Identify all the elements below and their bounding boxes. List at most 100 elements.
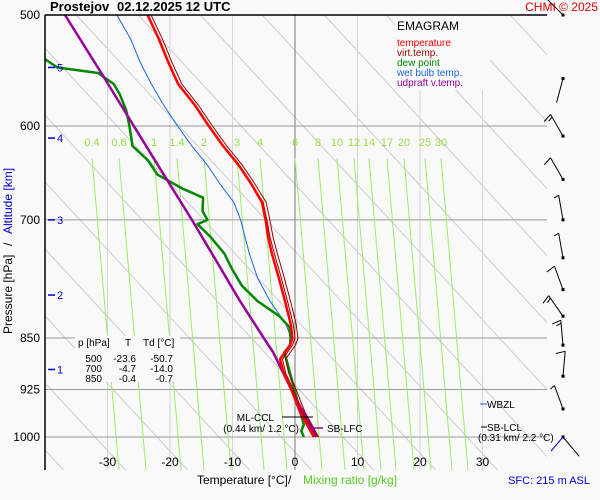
table-cell-p: 700: [85, 364, 102, 375]
x-axis-label-mixing: Mixing ratio [g/kg]: [303, 473, 397, 487]
copyright: CHMI © 2025: [525, 0, 598, 14]
table-row: 850 -0.4 -0.7: [85, 374, 173, 385]
altitude-tick-label: 4: [57, 133, 63, 145]
wind-barb-staff: [547, 0, 564, 16]
wind-barb-half-flag: [553, 194, 559, 199]
table-cell-t: -0.4: [119, 374, 137, 385]
x-axis-label-separator: /: [288, 473, 292, 487]
mixing-ratio-line: [336, 157, 365, 470]
wind-barb-flag: [555, 350, 566, 355]
wind-barb: [542, 295, 565, 318]
y-tick-label-850: 850: [20, 331, 40, 345]
sb-lfc-label: SB-LFC: [327, 424, 363, 435]
sb-lcl-detail: (0.31 km/ 2.2 °C): [478, 433, 554, 444]
mixing-ratio-line: [440, 157, 469, 470]
wind-barb: [543, 157, 565, 181]
wind-barb-half-flag: [550, 385, 555, 390]
wind-barb: [551, 319, 565, 347]
wind-barb: [553, 194, 565, 222]
dry-adiabat: [45, 114, 375, 470]
y-tick-label-600: 600: [20, 119, 40, 133]
mixing-ratio-line: [236, 157, 265, 470]
mixing-ratio-line: [294, 157, 323, 470]
y-tick-label-925: 925: [20, 383, 40, 397]
mixing-ratio-label: 8: [315, 137, 321, 149]
wind-barb: [546, 265, 565, 292]
mixing-ratio-line: [176, 157, 205, 470]
mixing-ratio-line: [424, 157, 453, 470]
wind-barb: [556, 77, 565, 103]
dry-adiabat: [261, 15, 547, 324]
mixing-ratio-line: [91, 157, 120, 470]
wind-barb-staff: [553, 385, 564, 410]
level-table: p [hPa] T Td [°C] 500 -23.6 -50.7 700 -4…: [75, 336, 180, 385]
legend-background: [395, 16, 490, 90]
y-axis-label: Pressure [hPa] / Altitude [km]: [1, 168, 15, 334]
table-cell-td: -50.7: [150, 354, 173, 365]
mixing-ratio-label: 30: [435, 137, 447, 149]
table-cell-td: -0.7: [156, 374, 174, 385]
mixing-ratio-line: [403, 157, 432, 470]
table-header-t: T: [125, 338, 131, 349]
annotations: ML-CCL (0.44 km/ 1.2 °C) SB-LFC WBZL SB-…: [223, 400, 553, 444]
wind-barb-half-flag: [547, 297, 551, 303]
x-tick-label: 10: [351, 455, 365, 469]
y-axis-label-pressure: Pressure [hPa]: [1, 255, 15, 334]
altitude-tick-label: 5: [57, 62, 63, 74]
mixing-ratio-line: [203, 157, 232, 470]
y-tick-label-500: 500: [20, 8, 40, 22]
wind-barb: [561, 435, 580, 457]
mixing-ratio-label: 1.4: [169, 137, 184, 149]
wind-barbs: [542, 0, 580, 457]
table-row: 500 -23.6 -50.7: [85, 354, 173, 365]
mixing-ratio-label: 0.4: [84, 137, 99, 149]
table-cell-p: 500: [85, 354, 102, 365]
legend: EMAGRAM temperature virt.temp. dew point…: [395, 16, 490, 90]
x-tick-label: -30: [99, 455, 117, 469]
legend-item-wet-bulb: wet bulb temp.: [396, 68, 462, 79]
table-cell-t: -4.7: [119, 364, 137, 375]
dry-adiabat: [563, 5, 600, 500]
mixing-ratio-label: 12: [348, 137, 360, 149]
table-cell-td: -14.0: [150, 364, 173, 375]
wind-barb-half-flag: [556, 322, 562, 327]
dry-adiabat: [385, 15, 547, 190]
mixing-ratio-label: 10: [331, 137, 343, 149]
y-axis-label-altitude: Altitude [km]: [1, 168, 15, 234]
x-tick-label: 30: [476, 455, 490, 469]
altitude-tick-label: 3: [57, 215, 63, 227]
ml-ccl-label: ML-CCL: [237, 413, 275, 424]
wind-barb-flag: [551, 319, 562, 325]
table-cell-p: 850: [85, 374, 102, 385]
wind-barb: [543, 114, 565, 138]
wind-barb-flag: [543, 114, 551, 122]
altitude-tick-label: 2: [57, 290, 63, 302]
wind-barb-flag: [546, 265, 555, 273]
legend-item-dew-point: dew point: [397, 58, 440, 69]
wind-barb-staff: [562, 351, 566, 377]
mixing-ratio-line: [118, 157, 147, 470]
mixing-ratio-label: 17: [381, 137, 393, 149]
mixing-ratio-label: 14: [363, 137, 375, 149]
dry-adiabat: [137, 15, 547, 458]
profile-series: [45, 15, 320, 438]
mixing-ratio-label: 20: [398, 137, 410, 149]
station-name: Prostejov: [50, 0, 110, 14]
x-tick-label: -20: [161, 455, 179, 469]
series-wet-bulb: [116, 15, 292, 339]
legend-item-temperature: temperature: [397, 38, 451, 49]
x-tick-label: 0: [292, 455, 299, 469]
x-axis-label-temperature: Temperature [°C]: [197, 473, 288, 487]
dry-adiabat: [45, 248, 251, 470]
wind-barb-staff: [556, 78, 564, 103]
mixing-ratio-line: [353, 157, 382, 470]
table-header-td: Td [°C]: [143, 338, 174, 349]
wind-barb-staff: [562, 436, 580, 457]
mixing-ratio-line: [317, 157, 346, 470]
mixing-ratio-lines: [91, 157, 469, 470]
x-tick-label: -10: [224, 455, 242, 469]
wind-barb-staff: [548, 295, 564, 317]
wind-barb-staff: [553, 265, 564, 290]
dry-adiabat: [0, 5, 109, 500]
mixing-ratio-line: [386, 157, 415, 470]
